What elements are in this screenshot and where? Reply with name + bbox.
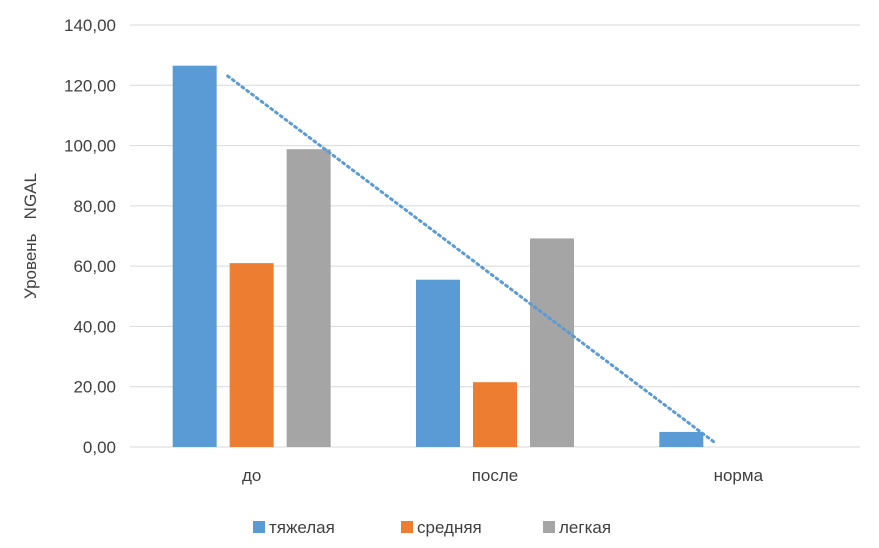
y-tick-label: 100,00 xyxy=(64,137,116,156)
y-axis-title: Уровень NGAL xyxy=(21,173,40,299)
legend-swatch xyxy=(253,521,265,533)
bar-средняя-до xyxy=(229,263,274,447)
bar-легкая-после xyxy=(530,238,574,447)
legend-label: тяжелая xyxy=(269,518,335,537)
legend-item-тяжелая: тяжелая xyxy=(253,518,335,537)
y-tick-label: 140,00 xyxy=(64,16,116,35)
y-tick-label: 60,00 xyxy=(73,257,116,276)
legend-item-средняя: средняя xyxy=(401,518,482,537)
legend-item-легкая: легкая xyxy=(543,518,611,537)
y-tick-label: 120,00 xyxy=(64,76,116,95)
trendline xyxy=(226,74,716,444)
x-axis-tick-labels: до после норма xyxy=(242,466,764,485)
y-tick-label: 0,00 xyxy=(83,438,116,457)
x-tick-label: норма xyxy=(714,466,764,485)
y-axis-tick-labels: 0,00 20,00 40,00 60,00 80,00 100,00 120,00 140,… xyxy=(64,16,116,457)
bar-тяжелая-норма xyxy=(659,431,704,447)
bar-тяжелая-после xyxy=(416,279,460,447)
x-tick-label: до xyxy=(242,466,261,485)
legend-swatch xyxy=(543,521,555,533)
legend-label: легкая xyxy=(559,518,611,537)
bar-средняя-после xyxy=(473,382,517,447)
bar-тяжелая-до xyxy=(172,65,217,447)
y-tick-label: 40,00 xyxy=(73,317,116,336)
y-tick-label: 80,00 xyxy=(73,197,116,216)
legend-label: средняя xyxy=(417,518,482,537)
bars xyxy=(172,65,704,447)
x-tick-label: после xyxy=(472,466,519,485)
legend: тяжелая средняя легкая xyxy=(253,518,611,537)
y-tick-label: 20,00 xyxy=(73,378,116,397)
trendline-layer xyxy=(226,74,716,444)
bar-легкая-до xyxy=(286,149,331,447)
legend-swatch xyxy=(401,521,413,533)
